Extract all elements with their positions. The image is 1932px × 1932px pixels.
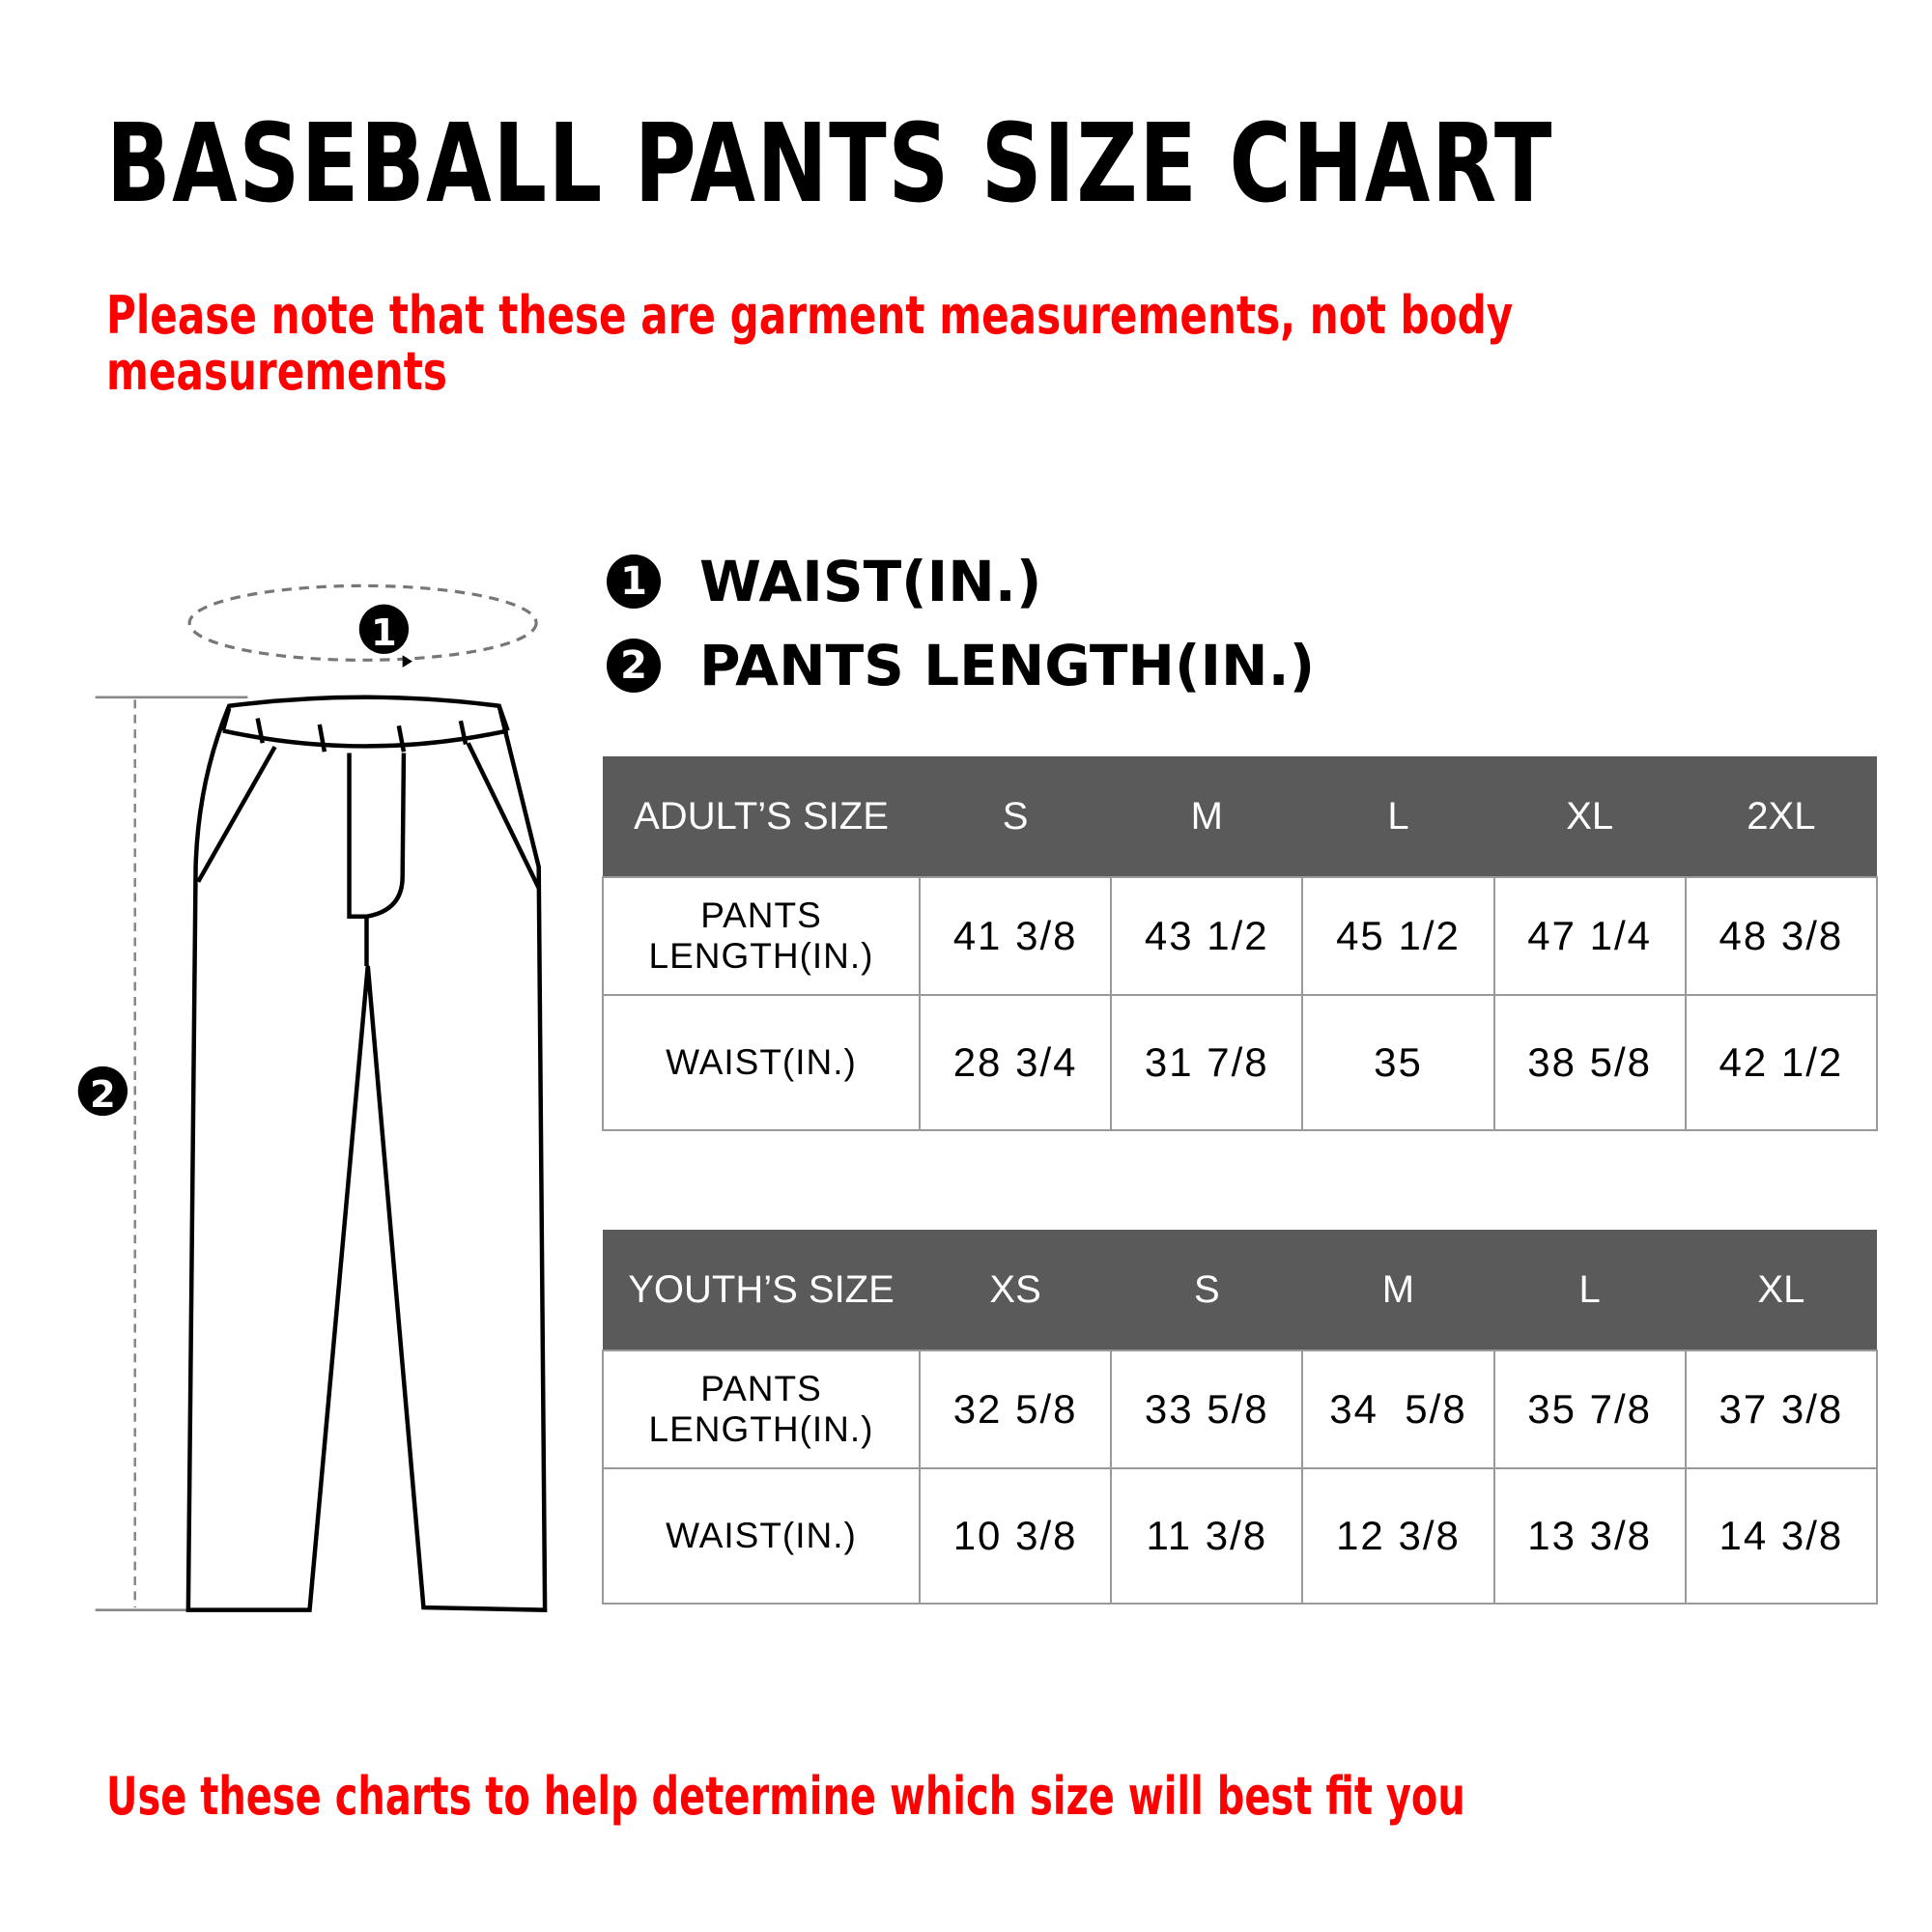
legend-label: WAIST(IN.) [699, 549, 1042, 614]
cell: 12 3/8 [1301, 1467, 1495, 1605]
cell: 10 3/8 [918, 1467, 1113, 1605]
cell: 28 3/4 [918, 994, 1113, 1131]
cell: 42 1/2 [1684, 994, 1879, 1131]
cell: 47 1/4 [1492, 876, 1687, 996]
size-header: S [920, 756, 1112, 877]
table-row: WAIST(IN.) 28 3/4 31 7/8 35 38 5/8 42 1/… [602, 994, 1879, 1131]
cell: 37 3/8 [1684, 1350, 1879, 1469]
size-header: L [1302, 756, 1494, 877]
size-header: 2XL [1685, 756, 1877, 877]
legend-length: 2 PANTS LENGTH(IN.) [607, 633, 1315, 698]
number-2-icon: 2 [607, 639, 661, 693]
waist-arrow-icon [402, 655, 412, 668]
cell: 38 5/8 [1492, 994, 1687, 1131]
row-label: PANTS LENGTH(IN.) [602, 1350, 921, 1469]
table-row: PANTS LENGTH(IN.) 41 3/8 43 1/2 45 1/2 4… [602, 876, 1879, 996]
table-header-row: ADULT’S SIZE S M L XL 2XL [603, 756, 1877, 877]
page-title: BASEBALL PANTS SIZE CHART [106, 101, 1554, 227]
size-header: L [1493, 1230, 1686, 1350]
cell: 41 3/8 [918, 876, 1113, 996]
cell: 31 7/8 [1110, 994, 1304, 1131]
legend-waist: 1 WAIST(IN.) [607, 549, 1041, 614]
waist-ellipse [187, 583, 538, 662]
size-header: M [1111, 756, 1303, 877]
marker-2: 2 [90, 1073, 116, 1117]
size-header: XL [1493, 756, 1686, 877]
measurement-note: Please note that these are garment measu… [106, 285, 1514, 402]
cell: 32 5/8 [918, 1350, 1113, 1469]
size-header: XL [1685, 1230, 1877, 1350]
table-header-row: YOUTH’S SIZE XS S M L XL [603, 1230, 1877, 1350]
youth-size-table: YOUTH’S SIZE XS S M L XL PANTS LENGTH(IN… [602, 1230, 1879, 1605]
cell: 35 [1301, 994, 1495, 1131]
row-label: WAIST(IN.) [602, 994, 921, 1131]
row-label: PANTS LENGTH(IN.) [602, 876, 921, 996]
cell: 43 1/2 [1110, 876, 1304, 996]
cell: 48 3/8 [1684, 876, 1879, 996]
marker-1: 1 [371, 611, 397, 655]
footer-note: Use these charts to help determine which… [106, 1766, 1465, 1827]
cell: 11 3/8 [1110, 1467, 1304, 1605]
size-header: S [1111, 1230, 1303, 1350]
header-label: YOUTH’S SIZE [603, 1230, 920, 1350]
cell: 13 3/8 [1492, 1467, 1687, 1605]
cell: 34 5/8 [1301, 1350, 1495, 1469]
header-label: ADULT’S SIZE [603, 756, 920, 877]
cell: 33 5/8 [1110, 1350, 1304, 1469]
cell: 14 3/8 [1684, 1467, 1879, 1605]
table-row: PANTS LENGTH(IN.) 32 5/8 33 5/8 34 5/8 3… [602, 1350, 1879, 1469]
size-header: M [1302, 1230, 1494, 1350]
legend-label: PANTS LENGTH(IN.) [699, 633, 1316, 698]
pants-outline [185, 695, 548, 1612]
cell: 35 7/8 [1492, 1350, 1687, 1469]
row-label: WAIST(IN.) [602, 1467, 921, 1605]
adult-size-table: ADULT’S SIZE S M L XL 2XL PANTS LENGTH(I… [602, 756, 1879, 1131]
cell: 45 1/2 [1301, 876, 1495, 996]
table-row: WAIST(IN.) 10 3/8 11 3/8 12 3/8 13 3/8 1… [602, 1467, 1879, 1605]
number-1-icon: 1 [607, 554, 661, 609]
size-header: XS [920, 1230, 1112, 1350]
